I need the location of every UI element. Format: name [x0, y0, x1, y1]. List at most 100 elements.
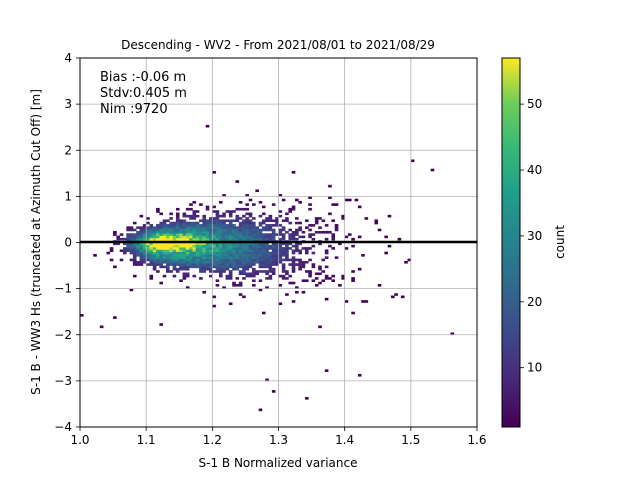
heatmap-cell — [261, 205, 266, 209]
heatmap-cell — [172, 244, 177, 248]
heatmap-cell — [268, 258, 273, 262]
heatmap-cell — [156, 226, 160, 229]
heatmap-cell — [344, 198, 349, 202]
heatmap-cell — [185, 274, 190, 278]
heatmap-cell — [192, 237, 197, 241]
heatmap-cell — [166, 260, 170, 264]
heatmap-cell — [265, 224, 269, 227]
heatmap-cell — [212, 221, 216, 225]
heatmap-cell — [156, 233, 160, 236]
heatmap-cell — [139, 244, 144, 248]
heatmap-cell — [268, 260, 273, 264]
heatmap-cell — [450, 332, 455, 336]
heatmap-cell — [189, 244, 193, 248]
heatmap-cell — [364, 300, 369, 303]
heatmap-cell — [169, 230, 173, 234]
heatmap-cell — [248, 198, 253, 202]
heatmap-cell — [258, 279, 263, 283]
heatmap-cell — [261, 258, 266, 262]
heatmap-cell — [245, 233, 250, 236]
heatmap-cell — [182, 247, 187, 250]
heatmap-cell — [192, 212, 197, 216]
heatmap-cell — [199, 244, 203, 248]
heatmap-cell — [152, 256, 157, 259]
heatmap-cell — [281, 233, 286, 236]
heatmap-cell — [281, 270, 286, 273]
heatmap-cell — [129, 247, 134, 250]
heatmap-cell — [199, 247, 203, 250]
heatmap-cell — [324, 369, 329, 372]
heatmap-cell — [298, 251, 302, 255]
heatmap-cell — [308, 270, 312, 273]
heatmap-cell — [268, 267, 273, 271]
heatmap-cell — [328, 212, 332, 216]
heatmap-cell — [225, 258, 230, 262]
heatmap-cell — [225, 235, 230, 239]
heatmap-cell — [205, 260, 210, 264]
heatmap-cell — [311, 265, 316, 269]
heatmap-cell — [205, 254, 210, 257]
heatmap-cell — [132, 247, 137, 250]
heatmap-cell — [228, 244, 233, 248]
heatmap-cell — [189, 256, 193, 259]
heatmap-cell — [146, 242, 150, 246]
heatmap-cell — [218, 221, 223, 225]
bias-annotation: Bias :-0.06 m — [100, 70, 186, 85]
heatmap-cell — [304, 260, 309, 264]
heatmap-cell — [285, 272, 289, 276]
heatmap-cell — [192, 221, 197, 225]
heatmap-cell — [364, 217, 369, 220]
heatmap-cell — [271, 272, 276, 276]
heatmap-cell — [179, 237, 183, 241]
heatmap-cell — [172, 254, 177, 257]
heatmap-cell — [199, 260, 203, 264]
heatmap-cell — [113, 316, 117, 319]
heatmap-cell — [149, 228, 154, 232]
heatmap-cell — [212, 295, 216, 299]
heatmap-cell — [225, 265, 230, 269]
heatmap-cell — [182, 244, 187, 248]
heatmap-cell — [288, 221, 293, 225]
y-tick-label: −1 — [54, 282, 72, 296]
heatmap-cell — [149, 263, 154, 266]
heatmap-cell — [268, 214, 273, 218]
heatmap-cell — [291, 207, 296, 211]
heatmap-cell — [225, 249, 230, 253]
stdv-annotation: Stdv:0.405 m — [100, 86, 187, 101]
heatmap-cell — [235, 235, 240, 239]
heatmap-cell — [288, 281, 293, 285]
heatmap-cell — [179, 242, 183, 246]
heatmap-cell — [242, 254, 246, 257]
heatmap-cell — [238, 263, 243, 266]
heatmap-cell — [291, 300, 296, 303]
heatmap-cell — [156, 260, 160, 264]
heatmap-cell — [232, 254, 236, 257]
heatmap-cell — [318, 217, 322, 220]
heatmap-cell — [222, 214, 226, 218]
heatmap-cell — [285, 254, 289, 257]
heatmap-cell — [215, 235, 220, 239]
heatmap-cell — [166, 230, 170, 234]
heatmap-cell — [288, 235, 293, 239]
heatmap-cell — [132, 263, 137, 266]
heatmap-cell — [232, 258, 236, 262]
heatmap-cell — [185, 214, 190, 218]
heatmap-cell — [209, 219, 213, 223]
heatmap-cell — [228, 235, 233, 239]
heatmap-cell — [179, 228, 183, 232]
x-tick-label: 1.4 — [335, 433, 354, 447]
heatmap-cell — [185, 235, 190, 239]
heatmap-cell — [212, 205, 216, 209]
heatmap-cell — [228, 270, 233, 273]
heatmap-cell — [222, 226, 226, 229]
heatmap-cell — [109, 249, 114, 253]
heatmap-cell — [357, 205, 362, 209]
heatmap-cell — [255, 258, 259, 262]
heatmap-cell — [321, 258, 326, 262]
heatmap-cell — [209, 265, 213, 269]
heatmap-cell — [212, 219, 216, 223]
heatmap-cell — [288, 274, 293, 278]
heatmap-cell — [298, 260, 302, 264]
heatmap-cell — [152, 233, 157, 236]
heatmap-cell — [182, 274, 187, 278]
